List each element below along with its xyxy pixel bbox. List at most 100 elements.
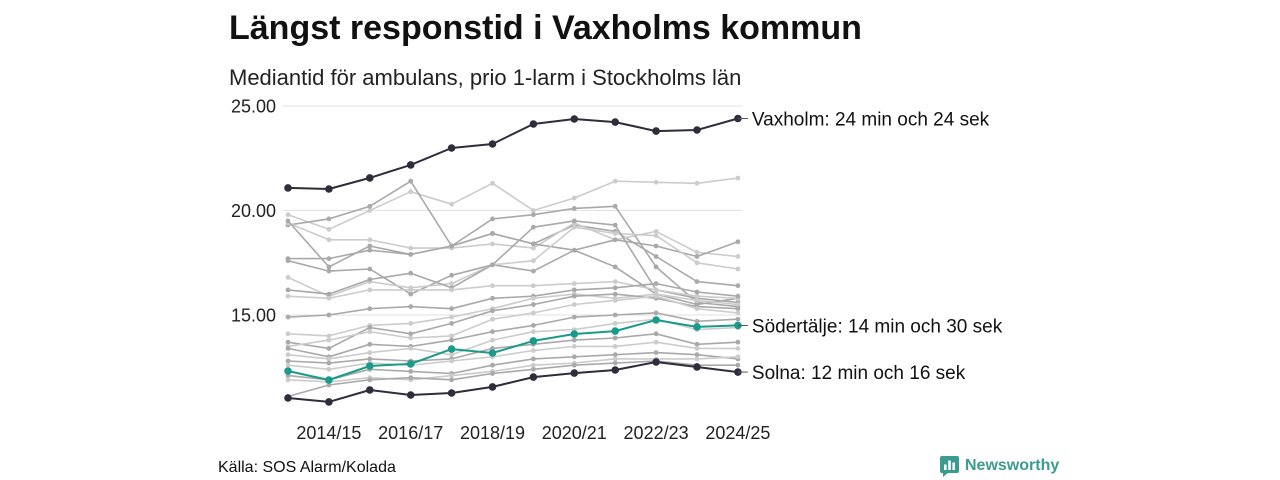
data-point bbox=[326, 256, 332, 261]
data-point-solna bbox=[284, 394, 292, 402]
data-point bbox=[449, 321, 454, 326]
data-point bbox=[326, 295, 332, 301]
data-point-solna bbox=[325, 398, 333, 406]
data-point bbox=[571, 287, 577, 293]
data-point bbox=[653, 233, 659, 239]
data-point bbox=[285, 314, 291, 320]
y-tick-label: 20.00 bbox=[231, 201, 276, 221]
data-point bbox=[285, 212, 291, 218]
data-point bbox=[735, 302, 741, 307]
series-background bbox=[285, 291, 741, 351]
source-note: Källa: SOS Alarm/Kolada bbox=[218, 459, 396, 476]
data-point bbox=[449, 352, 454, 358]
series-sodertalje: Södertälje: 14 min och 30 sek bbox=[284, 316, 1003, 384]
series-line bbox=[287, 226, 739, 298]
data-point bbox=[449, 272, 454, 278]
data-point bbox=[367, 266, 373, 272]
series-line-sodertalje bbox=[287, 319, 738, 381]
data-point bbox=[694, 341, 700, 347]
data-point-vaxholm bbox=[693, 126, 701, 134]
series-background bbox=[285, 175, 741, 232]
data-point bbox=[367, 329, 373, 335]
data-point bbox=[408, 375, 414, 381]
data-point-vaxholm bbox=[488, 140, 497, 148]
data-point bbox=[490, 231, 495, 236]
data-point-vaxholm bbox=[570, 115, 579, 123]
data-point bbox=[735, 283, 741, 289]
data-point bbox=[408, 331, 414, 337]
data-point-vaxholm bbox=[611, 118, 619, 126]
data-point bbox=[326, 356, 332, 362]
series-line bbox=[287, 293, 738, 337]
data-point bbox=[571, 224, 577, 230]
data-point bbox=[367, 350, 373, 355]
data-point bbox=[490, 241, 495, 247]
data-point bbox=[490, 262, 495, 268]
y-axis: 25.00 20.00 15.00 bbox=[231, 97, 742, 326]
data-point bbox=[285, 293, 291, 299]
data-point bbox=[367, 377, 373, 383]
data-point bbox=[653, 243, 659, 249]
data-point bbox=[694, 180, 700, 186]
data-point-sodertalje bbox=[529, 337, 538, 345]
data-point bbox=[531, 268, 536, 274]
data-point bbox=[408, 291, 414, 297]
data-point bbox=[571, 344, 577, 349]
series-line bbox=[287, 205, 738, 308]
data-point bbox=[490, 216, 495, 222]
data-point bbox=[612, 356, 618, 362]
data-point bbox=[653, 331, 659, 337]
data-point bbox=[326, 226, 332, 232]
data-point bbox=[408, 346, 414, 351]
series-background bbox=[285, 293, 741, 349]
data-point-sodertalje bbox=[406, 360, 415, 368]
series-line bbox=[287, 222, 738, 258]
newsworthy-logo-icon bbox=[940, 455, 959, 477]
x-tick-label: 2014/15 bbox=[296, 423, 361, 443]
data-point bbox=[449, 287, 454, 293]
data-point bbox=[285, 352, 291, 358]
data-point bbox=[367, 325, 373, 330]
series-line bbox=[287, 360, 738, 398]
series-line bbox=[287, 295, 738, 348]
data-point bbox=[531, 208, 536, 213]
data-point bbox=[735, 306, 741, 312]
data-point bbox=[653, 281, 659, 286]
data-point bbox=[449, 243, 454, 249]
data-point bbox=[571, 281, 577, 286]
data-point bbox=[326, 216, 332, 222]
data-point bbox=[612, 335, 618, 341]
data-point bbox=[367, 237, 373, 243]
data-point bbox=[531, 302, 536, 307]
data-point bbox=[653, 229, 659, 234]
brand-name: Newsworthy bbox=[965, 457, 1060, 474]
data-point bbox=[531, 283, 536, 289]
data-point bbox=[612, 312, 618, 318]
data-point bbox=[490, 329, 495, 335]
data-point bbox=[531, 323, 536, 328]
data-point bbox=[735, 175, 741, 181]
data-point bbox=[694, 352, 700, 358]
series-solna: Solna: 12 min och 16 sek bbox=[284, 358, 966, 406]
data-point-solna bbox=[366, 386, 374, 394]
data-point bbox=[285, 275, 291, 280]
data-point bbox=[367, 208, 373, 213]
data-point bbox=[449, 358, 454, 364]
data-point bbox=[367, 243, 373, 249]
data-point-sodertalje bbox=[284, 367, 292, 375]
y-tick-label: 15.00 bbox=[231, 306, 276, 326]
data-point bbox=[367, 341, 373, 347]
series-line-solna bbox=[287, 361, 739, 403]
data-point bbox=[735, 266, 741, 272]
data-point bbox=[531, 245, 536, 251]
data-point bbox=[653, 350, 659, 355]
data-point bbox=[571, 362, 577, 368]
data-point bbox=[653, 254, 659, 259]
data-point bbox=[571, 195, 577, 201]
data-point bbox=[326, 333, 332, 339]
data-point bbox=[735, 254, 741, 259]
data-point-vaxholm bbox=[652, 127, 660, 135]
series-line bbox=[287, 356, 738, 383]
series-line-vaxholm bbox=[287, 117, 739, 190]
x-tick-label: 2018/19 bbox=[460, 423, 525, 443]
